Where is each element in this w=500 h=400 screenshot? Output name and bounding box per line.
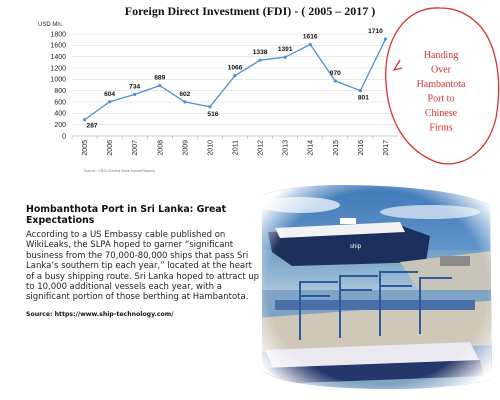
x-tick-label: 2006 xyxy=(107,140,114,156)
data-point xyxy=(283,55,287,59)
data-label: 516 xyxy=(207,111,218,118)
x-tick-label: 2009 xyxy=(182,140,189,156)
gridlines xyxy=(72,33,398,125)
y-tick-label: 1400 xyxy=(50,54,66,61)
x-tick-label: 2013 xyxy=(283,140,290,156)
data-label: 1616 xyxy=(303,33,318,40)
callout-text: Handing Over Hambantota Port to Chinese Firms xyxy=(417,50,466,134)
data-point xyxy=(158,84,162,88)
y-tick-label: 400 xyxy=(54,111,66,118)
data-point xyxy=(233,73,237,78)
port-photo: ship xyxy=(262,185,492,389)
data-label: 889 xyxy=(154,75,165,82)
data-label: 1338 xyxy=(253,49,268,56)
data-point xyxy=(82,118,87,122)
article-block: Hombanthota Port in Sri Lanka: Great Exp… xyxy=(26,204,260,318)
data-point xyxy=(108,100,112,104)
callout-line: Chinese xyxy=(425,108,458,119)
y-tick-label: 1600 xyxy=(50,43,66,50)
fdi-series xyxy=(82,37,388,122)
data-point xyxy=(208,105,212,109)
data-labels: 287 604 734 889 602 516 1066 1338 1391 1616 970 801… xyxy=(87,28,384,130)
y-tick-label: 1800 xyxy=(50,31,66,38)
y-tick-label: 1000 xyxy=(50,77,66,84)
x-tick-label: 2010 xyxy=(207,140,214,156)
data-label: 1391 xyxy=(278,46,293,53)
callout-line: Hambantota xyxy=(417,79,466,90)
x-tick-label: 2012 xyxy=(258,140,265,156)
data-point xyxy=(333,79,337,83)
x-tick-label: 2011 xyxy=(233,140,240,155)
x-axis-ticks: 2005 2006 2007 2008 2009 2010 2011 2012 2013 2014… xyxy=(71,136,390,156)
data-label: 734 xyxy=(129,83,140,90)
data-label: 604 xyxy=(104,91,115,98)
chart-title: Foreign Direct Investment (FDI) - ( 2005… xyxy=(125,4,376,18)
y-axis-unit-label: USD Mn. xyxy=(38,22,63,28)
chart-source-note: Source : CBSL/Central Bank Annual Report… xyxy=(84,169,155,173)
x-tick-label: 2008 xyxy=(157,140,164,156)
callout-line: Over xyxy=(431,65,452,76)
article-source: Source: https://www.ship-technology.com/ xyxy=(26,310,174,318)
y-tick-label: 1200 xyxy=(50,65,66,72)
data-label: 602 xyxy=(179,91,190,98)
data-point xyxy=(383,37,388,41)
data-point xyxy=(358,89,362,93)
y-axis-ticks: 0 200 400 600 800 1000 1200 1400 1600 1800 xyxy=(50,31,66,140)
x-tick-label: 2014 xyxy=(308,140,315,156)
callout-line: Firms xyxy=(429,123,452,134)
article-body: According to a US Embassy cable publishe… xyxy=(26,230,260,303)
data-label: 287 xyxy=(87,123,98,130)
data-label: 801 xyxy=(358,95,369,102)
callout-line: Port to xyxy=(428,94,455,105)
data-point xyxy=(258,58,262,62)
y-tick-label: 0 xyxy=(62,133,66,140)
data-label: 970 xyxy=(330,70,341,77)
y-tick-label: 600 xyxy=(54,99,66,106)
x-tick-label: 2015 xyxy=(333,140,340,156)
x-tick-label: 2017 xyxy=(383,140,390,156)
data-point xyxy=(133,92,137,97)
y-tick-label: 200 xyxy=(54,122,66,129)
data-label: 1710 xyxy=(368,28,383,35)
callout-bubble xyxy=(385,7,500,165)
y-tick-label: 800 xyxy=(54,88,66,95)
x-tick-label: 2005 xyxy=(82,140,89,156)
x-tick-label: 2016 xyxy=(358,140,365,156)
callout-line: Handing xyxy=(424,50,458,61)
data-point xyxy=(308,42,312,47)
data-point xyxy=(183,100,187,104)
article-title: Hombanthota Port in Sri Lanka: Great Exp… xyxy=(26,204,227,226)
data-label: 1066 xyxy=(228,65,243,72)
x-tick-label: 2007 xyxy=(132,140,139,156)
